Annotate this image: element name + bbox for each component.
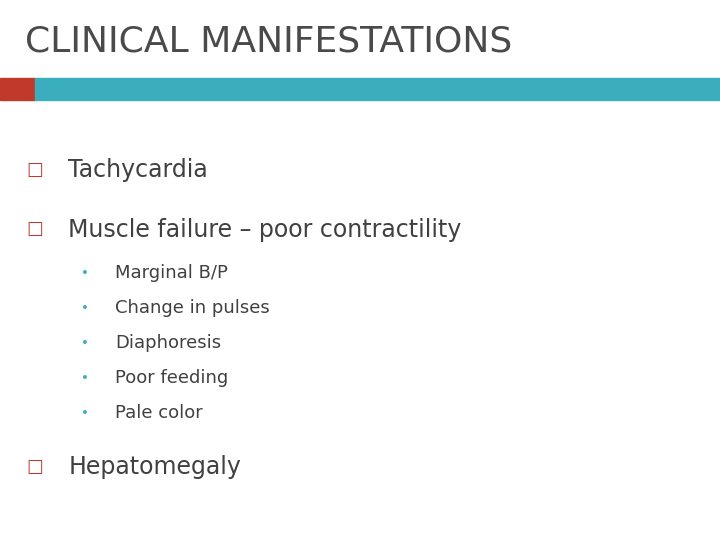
Text: •: • (81, 336, 89, 350)
Text: Pale color: Pale color (115, 404, 203, 422)
Text: □: □ (26, 161, 43, 179)
Text: Hepatomegaly: Hepatomegaly (68, 455, 241, 479)
Text: Poor feeding: Poor feeding (115, 369, 228, 387)
Text: □: □ (26, 220, 43, 239)
Text: •: • (81, 301, 89, 315)
Text: Diaphoresis: Diaphoresis (115, 334, 221, 352)
Text: •: • (81, 266, 89, 280)
Text: Change in pulses: Change in pulses (115, 299, 270, 317)
Bar (0, 78, 35, 100)
Text: CLINICAL MANIFESTATIONS: CLINICAL MANIFESTATIONS (25, 24, 513, 58)
Text: •: • (81, 371, 89, 385)
Bar (35, 78, 720, 100)
Text: •: • (81, 406, 89, 420)
Text: □: □ (26, 458, 43, 476)
Text: Muscle failure – poor contractility: Muscle failure – poor contractility (68, 218, 462, 241)
Text: Tachycardia: Tachycardia (68, 158, 208, 182)
Text: Marginal B/P: Marginal B/P (115, 264, 228, 282)
